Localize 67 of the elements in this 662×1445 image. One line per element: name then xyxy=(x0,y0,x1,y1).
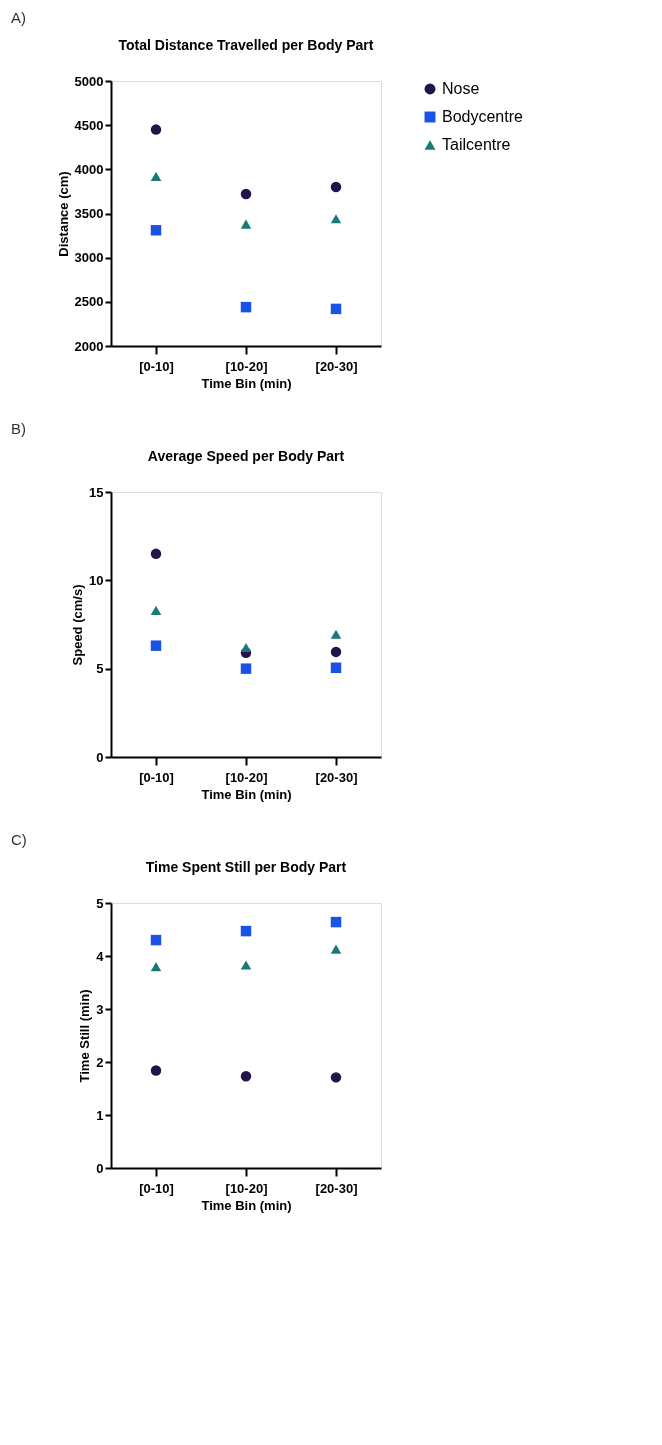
x-tick-label: [10-20] xyxy=(225,358,268,374)
point xyxy=(330,916,342,928)
chart-title: Time Spent Still per Body Part xyxy=(145,859,347,875)
point xyxy=(330,214,342,224)
point xyxy=(240,642,252,653)
x-tick-label: [10-20] xyxy=(225,1180,268,1196)
point xyxy=(240,188,252,200)
x-tick-label: [0-10] xyxy=(139,1180,174,1196)
point xyxy=(240,925,252,937)
y-tick-label: 4000 xyxy=(74,161,104,177)
point xyxy=(240,1071,252,1082)
y-tick-label: 2500 xyxy=(74,294,104,310)
x-tick-label: [0-10] xyxy=(139,769,174,785)
y-tick-label: 4 xyxy=(96,948,105,964)
y-tick-label: 4500 xyxy=(74,117,104,133)
y-tick-label: 15 xyxy=(89,484,104,500)
y-tick-label: 3000 xyxy=(74,250,104,266)
chart-title: Total Distance Travelled per Body Part xyxy=(118,37,374,53)
point xyxy=(240,663,252,674)
point xyxy=(150,124,162,135)
x-axis-title: Time Bin (min) xyxy=(201,786,292,802)
point xyxy=(150,225,162,236)
chart-title: Average Speed per Body Part xyxy=(147,448,345,464)
legend-label: Nose xyxy=(442,80,480,97)
legend-label: Bodycentre xyxy=(442,108,524,125)
point xyxy=(240,301,252,313)
text: B) xyxy=(11,420,26,437)
point xyxy=(330,662,342,674)
point xyxy=(330,629,342,639)
point xyxy=(240,960,252,970)
point xyxy=(150,640,162,651)
y-tick-label: 5000 xyxy=(74,73,104,89)
y-axis-title: Time Still (min) xyxy=(77,989,93,1083)
x-tick-label: [0-10] xyxy=(139,358,174,374)
y-tick-label: 3 xyxy=(96,1001,104,1017)
y-tick-label: 0 xyxy=(96,1160,104,1176)
point xyxy=(330,1072,342,1083)
x-axis-title: Time Bin (min) xyxy=(201,1197,292,1213)
x-tick-label: [10-20] xyxy=(225,769,268,785)
legend-label: Tailcentre xyxy=(442,136,511,153)
x-axis-title: Time Bin (min) xyxy=(201,375,292,391)
x-tick-label: [20-30] xyxy=(315,358,358,374)
point xyxy=(150,1065,162,1076)
point xyxy=(150,962,162,972)
x-tick-label: [20-30] xyxy=(315,769,358,785)
point xyxy=(150,548,162,560)
point xyxy=(330,181,342,193)
y-tick-label: 10 xyxy=(89,572,104,588)
y-axis-title: Speed (cm/s) xyxy=(70,584,86,666)
x-tick-label: [20-30] xyxy=(315,1180,358,1196)
y-tick-label: 5 xyxy=(96,661,104,677)
point xyxy=(330,303,342,315)
point xyxy=(240,219,252,229)
point xyxy=(150,171,162,181)
y-axis-title: Distance (cm) xyxy=(55,171,71,257)
y-tick-label: 3500 xyxy=(74,206,104,221)
point xyxy=(150,934,162,946)
y-tick-label: 0 xyxy=(96,749,104,765)
y-tick-label: 5 xyxy=(96,895,104,911)
point xyxy=(330,944,342,954)
y-tick-label: 2000 xyxy=(74,338,104,354)
text: A) xyxy=(11,9,26,26)
y-tick-label: 1 xyxy=(96,1107,104,1123)
point xyxy=(330,646,342,658)
y-tick-label: 2 xyxy=(96,1054,104,1070)
point xyxy=(150,605,162,615)
text: C) xyxy=(11,831,27,848)
